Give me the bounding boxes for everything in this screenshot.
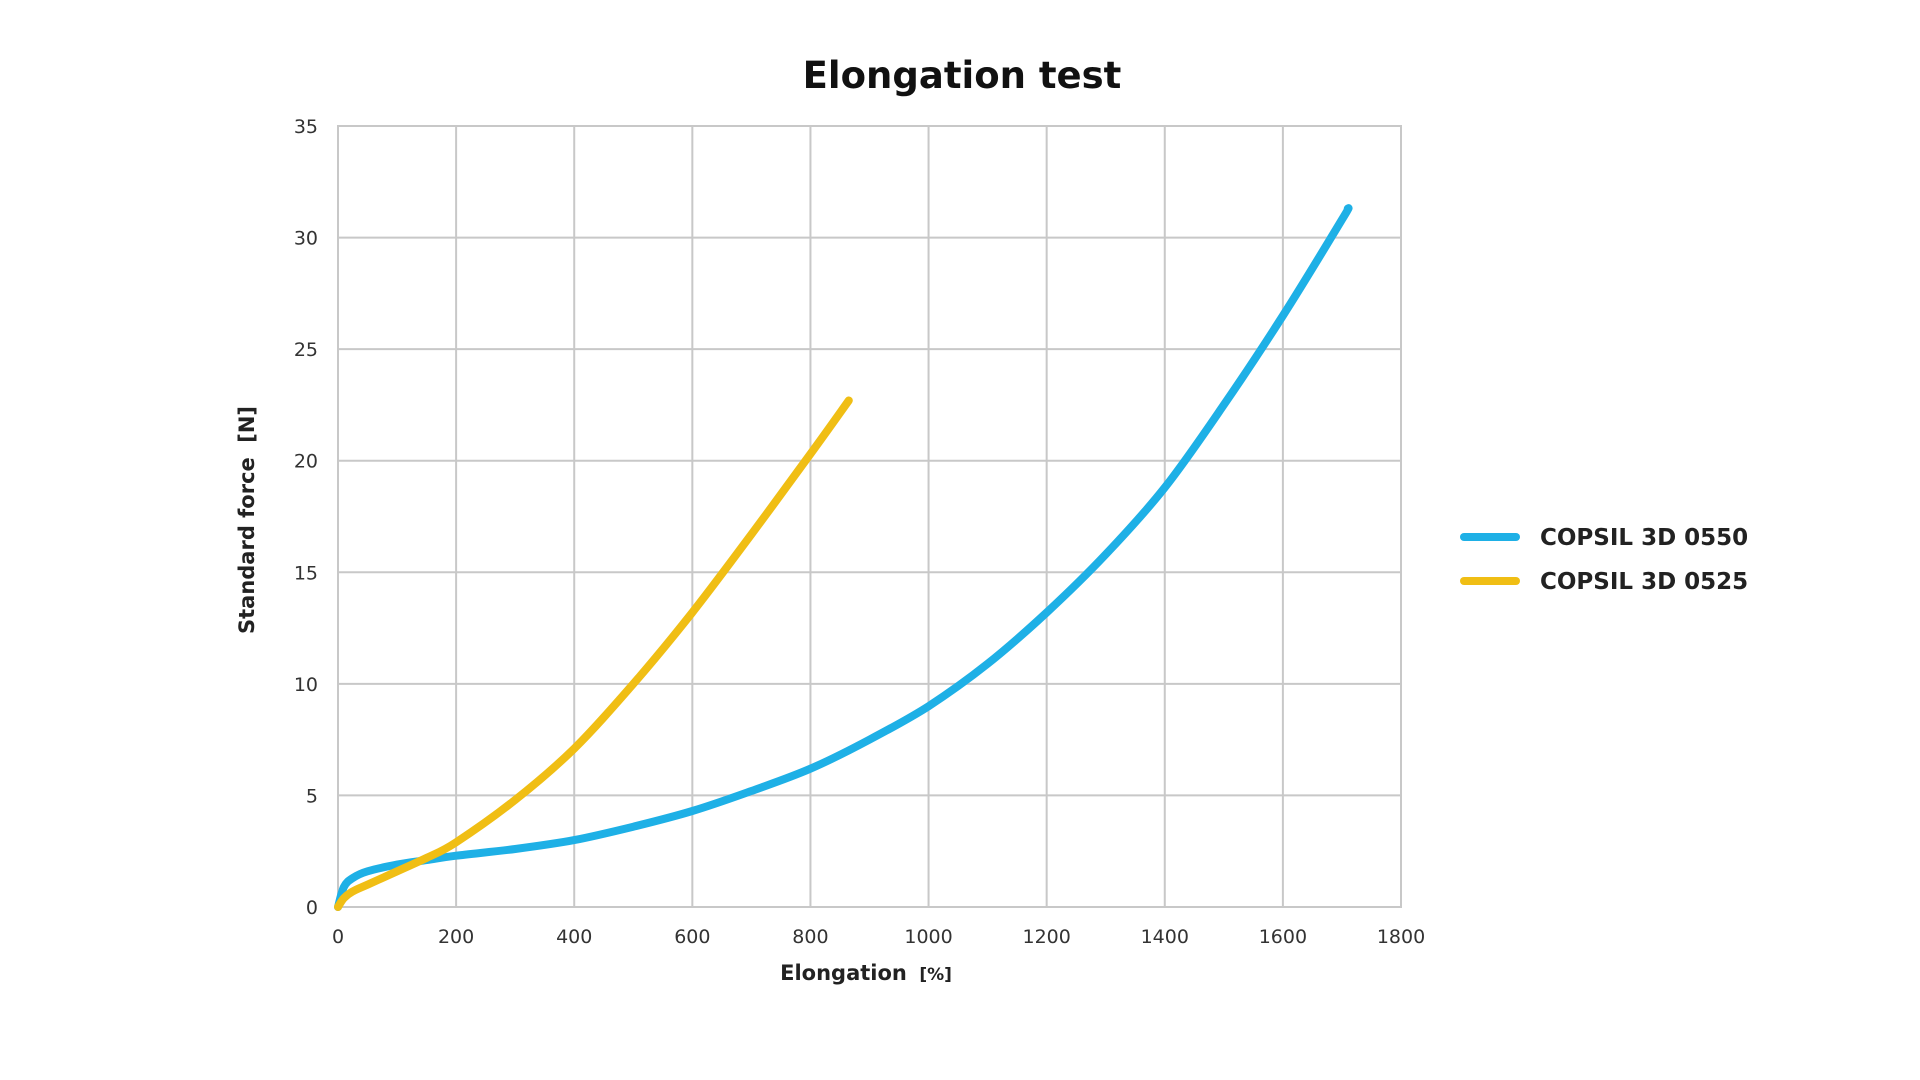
legend-label-2: COPSIL 3D 0525 [1540, 569, 1748, 595]
x-tick-label: 800 [792, 926, 828, 948]
y-tick-label: 10 [294, 674, 318, 696]
y-tick-label: 20 [294, 451, 318, 473]
y-tick-label: 0 [306, 897, 318, 919]
y-tick-label: 35 [294, 116, 318, 138]
x-tick-label: 600 [674, 926, 710, 948]
plot-area-frame [337, 125, 1402, 908]
x-axis-label: Elongation [780, 961, 907, 985]
grid-lines [337, 125, 1402, 908]
legend: COPSIL 3D 0550 COPSIL 3D 0525 [1460, 525, 1748, 595]
x-tick-label: 1200 [1022, 926, 1070, 948]
y-axis-ticks: 0 5 10 15 20 25 30 35 [294, 116, 318, 919]
series-lines [334, 204, 1353, 911]
y-axis-label: Standard force [235, 457, 259, 634]
legend-label-1: COPSIL 3D 0550 [1540, 525, 1748, 551]
y-axis-title: Standard force [N] [235, 406, 259, 634]
chart-title: Elongation test [803, 54, 1122, 97]
y-tick-label: 5 [306, 785, 318, 807]
x-axis-ticks: 0 200 400 600 800 1000 1200 1400 1600 1800 [332, 926, 1425, 948]
y-tick-label: 15 [294, 562, 318, 584]
y-tick-label: 30 [294, 228, 318, 250]
x-tick-label: 1400 [1141, 926, 1189, 948]
x-tick-label: 1000 [904, 926, 952, 948]
x-tick-label: 1600 [1259, 926, 1307, 948]
x-tick-label: 0 [332, 926, 344, 948]
x-tick-label: 400 [556, 926, 592, 948]
y-tick-label: 25 [294, 339, 318, 361]
x-tick-label: 1800 [1377, 926, 1425, 948]
x-axis-title: Elongation [%] [780, 961, 952, 985]
y-axis-unit: [N] [235, 406, 259, 443]
series-line-2 [334, 396, 853, 911]
series-line-1 [334, 204, 1353, 911]
x-tick-label: 200 [438, 926, 474, 948]
x-axis-unit: [%] [919, 965, 952, 985]
